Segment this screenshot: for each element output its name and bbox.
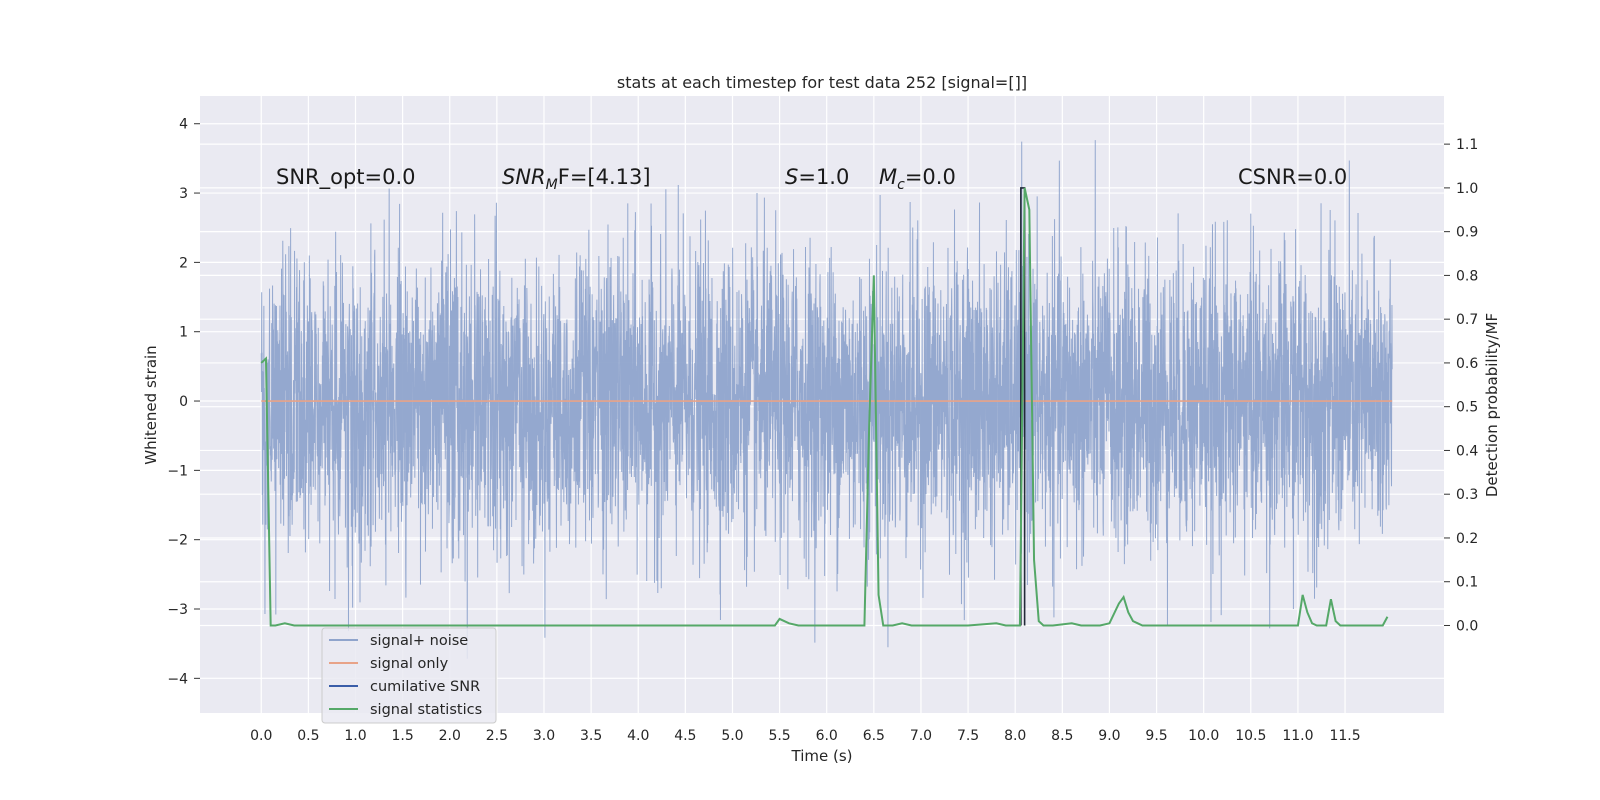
x-tick-label: 2.5	[486, 728, 508, 744]
x-tick-label: 5.5	[768, 728, 790, 744]
y-tick-label: 2	[179, 255, 188, 271]
x-tick-label: 3.5	[580, 728, 602, 744]
legend-label-signal-only: signal only	[370, 656, 449, 672]
x-tick-label: 11.5	[1329, 728, 1360, 744]
y-tick-label: 3	[179, 186, 188, 202]
annotation-snr-opt: SNR_opt=0.0	[276, 165, 416, 190]
signal-statistics-line	[260, 187, 1389, 627]
y2-tick-label: 1.0	[1456, 181, 1478, 197]
x-tick-label: 10.0	[1188, 728, 1219, 744]
annotation-s-stat: S=1.0	[785, 165, 849, 189]
annotation-mc: Mc=0.0	[879, 165, 956, 193]
x-tick-label: 10.5	[1235, 728, 1266, 744]
x-tick-label: 7.0	[910, 728, 932, 744]
x-tick-label: 8.0	[1004, 728, 1026, 744]
y-tick-label: 1	[179, 325, 188, 341]
y2-tick-label: 1.1	[1456, 137, 1478, 153]
y2-tick-label: 0.6	[1456, 356, 1478, 372]
y2-tick-label: 0.4	[1456, 443, 1478, 459]
y2-tick-label: 0.1	[1456, 575, 1478, 591]
y2-tick-label: 0.9	[1456, 225, 1478, 241]
legend-box	[321, 627, 497, 724]
x-axis-label: Time (s)	[791, 747, 853, 765]
x-axis: 0.0 0.5 1.0 1.5 2.0 2.5 3.0 3.5 4.0 4.5 5.0 5.5 6.0 6…	[250, 728, 1361, 744]
y2-tick-label: 0.2	[1456, 531, 1478, 547]
lines-layer	[260, 187, 1393, 627]
y-axis-right: 1.1 1.0 0.9 0.8 0.7 0.6 0.5 0.4 0.3 0.2 0.1 0.0	[1444, 137, 1478, 634]
y2-tick-label: 0.0	[1456, 618, 1478, 634]
signal-noise-series	[260, 140, 1393, 659]
x-tick-label: 11.0	[1282, 728, 1313, 744]
x-tick-label: 6.5	[863, 728, 885, 744]
cumulative-snr-line	[1020, 187, 1026, 626]
legend-label-cumulative-snr: cumilative SNR	[370, 679, 480, 695]
y-tick-label: −3	[167, 602, 188, 618]
y-axis-left: 4 3 2 1 0 −1 −2 −3 −4	[167, 117, 200, 687]
legend: signal+ noise signal only cumilative SNR…	[321, 627, 497, 724]
y-tick-label: 4	[179, 117, 188, 133]
x-tick-label: 9.0	[1098, 728, 1120, 744]
x-tick-label: 0.5	[297, 728, 319, 744]
chart-title: stats at each timestep for test data 252…	[617, 73, 1027, 92]
x-tick-label: 1.5	[391, 728, 413, 744]
x-tick-label: 4.5	[674, 728, 696, 744]
y2-tick-label: 0.5	[1456, 400, 1478, 416]
x-tick-label: 8.5	[1051, 728, 1073, 744]
x-tick-label: 3.0	[533, 728, 555, 744]
legend-label-signal-noise: signal+ noise	[370, 633, 468, 649]
y-tick-label: 0	[179, 394, 188, 410]
y2-tick-label: 0.8	[1456, 268, 1478, 284]
y2-tick-label: 0.3	[1456, 487, 1478, 503]
x-tick-label: 7.5	[957, 728, 979, 744]
x-tick-label: 0.0	[250, 728, 272, 744]
y-tick-label: −1	[167, 463, 188, 479]
x-tick-label: 2.0	[439, 728, 461, 744]
legend-label-signal-statistics: signal statistics	[370, 702, 482, 718]
y-tick-label: −4	[167, 671, 188, 687]
y-axis-label: Whitened strain	[142, 345, 160, 464]
annotations: SNR_opt=0.0 SNRMF=[4.13] S=1.0 Mc=0.0 CS…	[276, 165, 1347, 193]
y2-tick-label: 0.7	[1456, 312, 1478, 328]
x-tick-label: 5.0	[721, 728, 743, 744]
x-tick-label: 6.0	[816, 728, 838, 744]
x-tick-label: 9.5	[1145, 728, 1167, 744]
y2-axis-label: Detection probability/MF	[1483, 313, 1501, 497]
y-tick-label: −2	[167, 533, 188, 549]
x-tick-label: 4.0	[627, 728, 649, 744]
annotation-csnr: CSNR=0.0	[1238, 165, 1347, 189]
annotation-snr-mf: SNRMF=[4.13]	[502, 165, 651, 193]
x-tick-label: 1.0	[344, 728, 366, 744]
signal-noise-line	[260, 140, 1393, 659]
